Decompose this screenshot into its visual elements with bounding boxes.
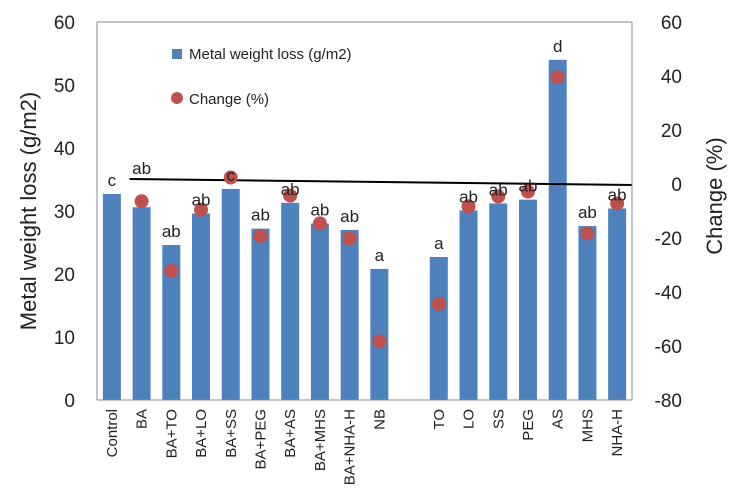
zero-reference-line: [129, 178, 633, 186]
y2-tick-label: -60: [655, 337, 682, 358]
legend-label-point: Change (%): [189, 91, 269, 108]
significance-label: ab: [132, 159, 151, 178]
change-point: [223, 170, 238, 185]
significance-label: ab: [608, 185, 627, 204]
axes: [96, 21, 633, 401]
category-label: BA+MHS: [312, 409, 329, 471]
significance-label: ab: [192, 191, 211, 210]
change-point: [312, 216, 327, 231]
category-label: PEG: [520, 409, 537, 441]
category-label: TO: [431, 409, 448, 430]
bar: [518, 199, 537, 400]
bar: [162, 245, 181, 400]
significance-label: c: [108, 171, 117, 190]
bar: [221, 188, 240, 400]
bar: [310, 223, 329, 400]
y2-tick-label: -20: [655, 229, 682, 250]
change-series: [134, 70, 625, 349]
bar-series: [102, 59, 627, 401]
category-label: BA: [134, 409, 151, 429]
category-label: AS: [550, 409, 567, 429]
left-axis-ticks: 0 10 20 30 40 50 60: [54, 13, 75, 412]
y-tick-label: 0: [64, 391, 75, 412]
y-axis-title: Metal weight loss (g/m2): [16, 92, 41, 330]
change-point: [461, 199, 476, 214]
significance-label: ab: [310, 201, 329, 220]
bar: [132, 207, 151, 400]
change-point: [253, 229, 268, 244]
y-tick-label: 30: [54, 202, 75, 223]
category-label: BA+NHA-H: [342, 409, 359, 485]
bar: [281, 202, 300, 400]
change-point: [550, 70, 565, 85]
significance-label: ab: [489, 180, 508, 199]
legend-label-bar: Metal weight loss (g/m2): [189, 46, 352, 63]
change-point: [194, 202, 209, 217]
y-tick-label: 60: [54, 13, 75, 34]
significance-label: a: [375, 246, 385, 265]
category-label: SS: [490, 409, 507, 429]
bar: [459, 210, 478, 400]
category-label: BA+LO: [193, 409, 210, 458]
change-point: [134, 194, 149, 209]
legend-swatch-point: [171, 92, 183, 104]
change-point: [610, 196, 625, 211]
change-point: [491, 189, 506, 204]
y2-tick-label: -80: [655, 391, 682, 412]
significance-label: ab: [281, 180, 300, 199]
significance-label: c: [227, 166, 236, 185]
y2-tick-label: -40: [655, 283, 682, 304]
significance-label: ab: [519, 177, 538, 196]
category-label: NB: [371, 409, 388, 430]
bar: [192, 213, 211, 400]
y2-tick-label: 40: [661, 67, 682, 88]
change-point: [372, 334, 387, 349]
category-label: NHA-H: [609, 409, 626, 457]
zero-reference-line-layer: [129, 178, 633, 186]
bar: [608, 208, 627, 400]
change-point: [164, 263, 179, 278]
change-point: [520, 184, 535, 199]
category-label: BA+SS: [223, 409, 240, 458]
change-point: [342, 231, 357, 246]
bar: [102, 193, 121, 400]
category-label: BA+AS: [282, 409, 299, 458]
y-tick-label: 20: [54, 265, 75, 286]
bar: [429, 256, 448, 400]
category-labels: Control BA BA+TO BA+LO BA+SS BA+PEG BA+AS BA+MH…: [104, 409, 626, 485]
legend-swatch-bar: [172, 49, 182, 59]
bar: [578, 226, 597, 400]
category-label: LO: [461, 409, 478, 429]
y-tick-label: 50: [54, 76, 75, 97]
category-label: BA+TO: [163, 409, 180, 458]
y-tick-label: 40: [54, 139, 75, 160]
category-label: MHS: [579, 409, 596, 442]
significance-label: ab: [251, 206, 270, 225]
significance-label: ab: [340, 207, 359, 226]
change-point: [283, 188, 298, 203]
y-tick-label: 10: [54, 328, 75, 349]
bar: [548, 59, 567, 401]
significance-label: ab: [578, 203, 597, 222]
category-label: Control: [104, 409, 121, 457]
bar: [251, 228, 270, 400]
y2-tick-label: 0: [671, 175, 682, 196]
significance-label: ab: [459, 187, 478, 206]
significance-label: ab: [162, 222, 181, 241]
category-label: BA+PEG: [252, 409, 269, 469]
significance-label: a: [434, 234, 444, 253]
change-point: [580, 226, 595, 241]
y2-axis-title: Change (%): [702, 137, 727, 254]
bar: [340, 229, 359, 400]
bar: [489, 203, 508, 400]
change-point: [431, 296, 446, 311]
right-axis-ticks: -80 -60 -40 -20 0 20 40 60: [655, 13, 682, 412]
y2-tick-label: 60: [661, 13, 682, 34]
significance-label: d: [553, 37, 562, 56]
legend: Metal weight loss (g/m2) Change (%): [171, 46, 352, 108]
y2-tick-label: 20: [661, 121, 682, 142]
